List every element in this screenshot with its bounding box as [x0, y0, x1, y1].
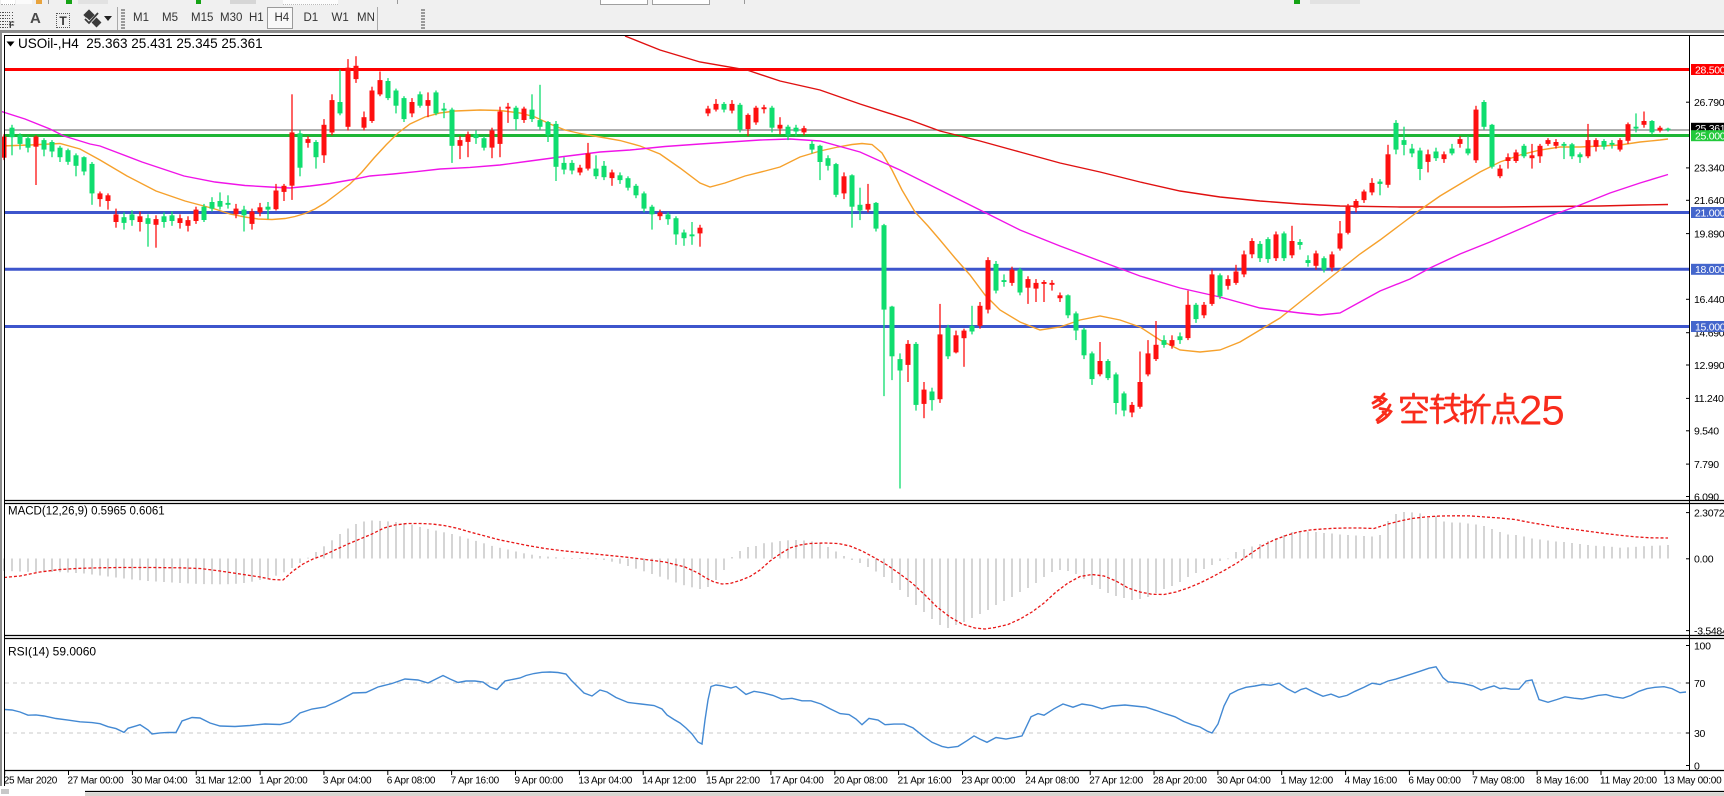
svg-text:3 Apr 04:00: 3 Apr 04:00 [323, 776, 372, 787]
svg-text:8 May 16:00: 8 May 16:00 [1536, 776, 1589, 787]
svg-text:30 Apr 04:00: 30 Apr 04:00 [1217, 776, 1271, 787]
svg-text:1 Apr 20:00: 1 Apr 20:00 [259, 776, 308, 787]
svg-text:MACD(12,26,9) 0.5965 0.6061: MACD(12,26,9) 0.5965 0.6061 [8, 506, 165, 518]
svg-text:21 Apr 16:00: 21 Apr 16:00 [898, 776, 952, 787]
svg-text:25 Mar 2020: 25 Mar 2020 [4, 776, 58, 787]
svg-text:70: 70 [1694, 678, 1706, 690]
svg-text:1 May 12:00: 1 May 12:00 [1281, 776, 1334, 787]
svg-text:17 Apr 04:00: 17 Apr 04:00 [770, 776, 824, 787]
svg-text:23 Apr 00:00: 23 Apr 00:00 [962, 776, 1016, 787]
svg-text:11 May 20:00: 11 May 20:00 [1600, 776, 1658, 787]
svg-text:25.000: 25.000 [1695, 131, 1724, 143]
svg-text:16.440: 16.440 [1694, 294, 1724, 306]
svg-text:28.500: 28.500 [1695, 64, 1724, 76]
svg-text:9 Apr 00:00: 9 Apr 00:00 [515, 776, 564, 787]
svg-text:27 Apr 12:00: 27 Apr 12:00 [1089, 776, 1143, 787]
svg-text:100: 100 [1694, 640, 1711, 652]
svg-text:19.890: 19.890 [1694, 228, 1724, 240]
svg-text:31 Mar 12:00: 31 Mar 12:00 [195, 776, 252, 787]
svg-text:13 Apr 04:00: 13 Apr 04:00 [578, 776, 632, 787]
svg-text:RSI(14) 59.0060: RSI(14) 59.0060 [8, 645, 96, 659]
svg-text:20 Apr 08:00: 20 Apr 08:00 [834, 776, 888, 787]
svg-text:6.090: 6.090 [1694, 491, 1719, 503]
svg-text:13 May 00:00: 13 May 00:00 [1664, 776, 1722, 787]
svg-text:12.990: 12.990 [1694, 360, 1724, 372]
svg-text:15.000: 15.000 [1695, 321, 1724, 333]
svg-text:30 Mar 04:00: 30 Mar 04:00 [131, 776, 188, 787]
svg-text:-3.5484: -3.5484 [1694, 625, 1724, 637]
svg-text:7 May 08:00: 7 May 08:00 [1472, 776, 1525, 787]
svg-text:25: 25 [1519, 387, 1564, 434]
svg-text:0: 0 [1694, 760, 1700, 772]
svg-text:30: 30 [1694, 728, 1706, 740]
svg-text:27 Mar 00:00: 27 Mar 00:00 [68, 776, 125, 787]
svg-text:USOil-,H4 25.363 25.431 25.34: USOil-,H4 25.363 25.431 25.345 25.361 [18, 36, 263, 51]
svg-text:21.640: 21.640 [1694, 195, 1724, 207]
svg-text:15 Apr 22:00: 15 Apr 22:00 [706, 776, 760, 787]
svg-text:7.790: 7.790 [1694, 459, 1719, 471]
svg-text:7 Apr 16:00: 7 Apr 16:00 [451, 776, 500, 787]
svg-text:11.240: 11.240 [1694, 393, 1724, 405]
svg-text:6 Apr 08:00: 6 Apr 08:00 [387, 776, 436, 787]
svg-text:24 Apr 08:00: 24 Apr 08:00 [1025, 776, 1079, 787]
svg-text:14 Apr 12:00: 14 Apr 12:00 [642, 776, 696, 787]
svg-text:18.000: 18.000 [1695, 264, 1724, 276]
svg-text:4 May 16:00: 4 May 16:00 [1345, 776, 1398, 787]
svg-text:2.3072: 2.3072 [1694, 507, 1724, 519]
svg-text:21.000: 21.000 [1695, 207, 1724, 219]
svg-text:26.790: 26.790 [1694, 97, 1724, 109]
svg-text:6 May 00:00: 6 May 00:00 [1408, 776, 1461, 787]
svg-text:28 Apr 20:00: 28 Apr 20:00 [1153, 776, 1207, 787]
svg-text:23.340: 23.340 [1694, 163, 1724, 175]
svg-text:0.00: 0.00 [1694, 554, 1714, 566]
svg-text:9.540: 9.540 [1694, 426, 1719, 438]
